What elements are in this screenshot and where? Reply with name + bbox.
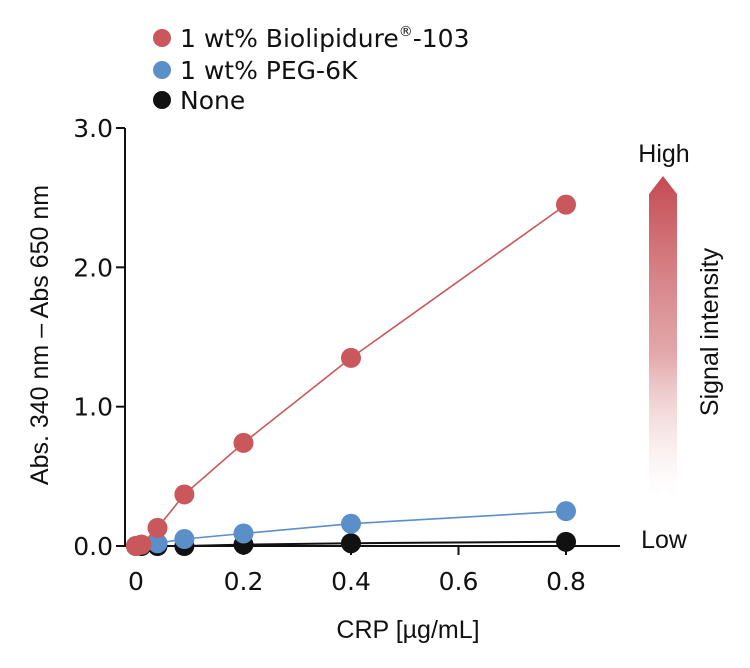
data-point-s2-6 <box>556 531 576 552</box>
legend-marker-peg <box>153 61 171 79</box>
legend: 1 wt% Biolipidure®-103 1 wt% PEG-6K None <box>153 24 469 115</box>
y-tick-label: 3.0 <box>73 114 113 143</box>
legend-item-biolipidure: 1 wt% Biolipidure®-103 <box>153 24 469 53</box>
legend-item-peg: 1 wt% PEG-6K <box>153 56 358 85</box>
data-point-s0-4 <box>233 432 254 453</box>
data-point-s0-1 <box>131 534 152 555</box>
legend-item-none: None <box>153 86 245 115</box>
y-tick-label: 2.0 <box>73 253 113 282</box>
signal-intensity-label: Signal intensity <box>696 247 724 416</box>
data-point-s0-2 <box>147 517 168 538</box>
y-ticks: 0.0 1.0 2.0 3.0 <box>73 114 125 561</box>
series-line-0 <box>135 203 567 547</box>
x-tick-label: 0.8 <box>546 567 586 596</box>
high-label: High <box>638 140 689 168</box>
data-point-s0-6 <box>556 194 576 215</box>
x-axis-title: CRP [µg/mL] <box>336 616 479 644</box>
x-tick-label: 0.6 <box>439 567 479 596</box>
y-tick-label: 0.0 <box>73 532 113 561</box>
legend-marker-none <box>153 91 171 109</box>
data-point-s0-3 <box>174 484 195 505</box>
legend-label-biolipidure: 1 wt% Biolipidure®-103 <box>180 24 469 53</box>
legend-label-peg: 1 wt% PEG-6K <box>180 56 358 85</box>
x-tick-label: 0.4 <box>331 567 371 596</box>
x-tick-label: 0.2 <box>224 567 264 596</box>
legend-marker-biolipidure <box>153 29 171 47</box>
signal-intensity-indicator: High Low Signal intensity <box>638 140 724 554</box>
data-point-s1-3 <box>174 529 195 550</box>
legend-label-biolipidure-suffix: -103 <box>413 24 470 53</box>
y-axis-title: Abs. 340 nm – Abs 650 nm <box>26 185 54 485</box>
x-ticks: 0 0.2 0.4 0.6 0.8 <box>128 546 586 596</box>
data-point-s1-4 <box>233 523 254 544</box>
data-point-s1-6 <box>556 501 576 522</box>
data-point-s0-5 <box>341 347 361 368</box>
data-point-s1-2 <box>147 533 168 554</box>
legend-label-biolipidure-sup: ® <box>399 24 413 40</box>
data-point-s1-5 <box>341 513 361 534</box>
low-label: Low <box>641 526 688 554</box>
series-layer <box>126 194 576 556</box>
y-tick-label: 1.0 <box>73 393 113 422</box>
signal-intensity-arrow <box>649 176 677 500</box>
legend-label-biolipidure-main: 1 wt% Biolipidure <box>180 24 399 53</box>
data-point-s2-5 <box>341 533 361 554</box>
legend-label-none: None <box>180 86 245 115</box>
x-tick-label: 0 <box>128 567 144 596</box>
axes <box>124 128 620 547</box>
